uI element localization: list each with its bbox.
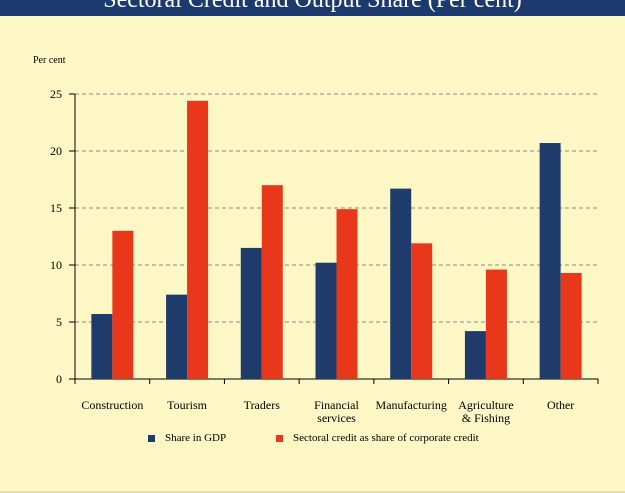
legend-label-sectoral-credit: Sectoral credit as share of corporate cr… bbox=[293, 432, 479, 444]
x-tick-label-3: Financial bbox=[314, 398, 359, 412]
y-axis-unit-label: Per cent bbox=[33, 55, 66, 66]
bar-sectoral-credit-4 bbox=[411, 243, 433, 379]
bar-sectoral-credit-3 bbox=[336, 209, 358, 379]
bar-share-in-gdp-2 bbox=[240, 247, 262, 379]
x-tick-label-5: Agriculture bbox=[458, 398, 513, 412]
x-tick-label-1: Tourism bbox=[167, 398, 207, 412]
bar-sectoral-credit-5 bbox=[485, 269, 507, 379]
bar-share-in-gdp-3 bbox=[315, 262, 337, 379]
bar-sectoral-credit-6 bbox=[560, 272, 582, 379]
title-bar: Sectoral Credit and Output Share (Per ce… bbox=[0, 0, 625, 16]
bar-chart: 0 5 10 15 20 25 Construction Tourism Traders Fina… bbox=[50, 87, 599, 425]
legend-item-share-in-gdp: Share in GDP bbox=[148, 432, 226, 444]
page-title: Sectoral Credit and Output Share (Per ce… bbox=[103, 0, 522, 13]
x-tick-label-2: Traders bbox=[244, 398, 281, 412]
y-tick-label-15: 15 bbox=[50, 201, 62, 215]
y-tick-label-0: 0 bbox=[56, 372, 62, 386]
legend-swatch-share-in-gdp bbox=[148, 434, 155, 442]
bar-sectoral-credit-1 bbox=[187, 100, 209, 379]
y-tick-label-25: 25 bbox=[50, 87, 62, 101]
x-tick-label-4: Manufacturing bbox=[376, 398, 447, 412]
legend-label-share-in-gdp: Share in GDP bbox=[165, 432, 227, 444]
x-tick-label-3-line-1: services bbox=[317, 411, 356, 425]
x-tick-label-6: Other bbox=[547, 398, 574, 412]
y-tick-label-20: 20 bbox=[50, 144, 62, 158]
bar-share-in-gdp-6 bbox=[539, 143, 561, 379]
bar-sectoral-credit-2 bbox=[261, 185, 283, 379]
bar-share-in-gdp-5 bbox=[464, 331, 486, 379]
x-tick-label-5-line-1: & Fishing bbox=[462, 411, 510, 425]
y-tick-label-5: 5 bbox=[56, 315, 62, 329]
bottom-divider bbox=[0, 491, 625, 493]
legend-item-sectoral-credit: Sectoral credit as share of corporate cr… bbox=[276, 432, 479, 444]
y-tick-label-10: 10 bbox=[50, 258, 62, 272]
bar-share-in-gdp-4 bbox=[390, 188, 412, 379]
x-tick-label-0: Construction bbox=[81, 398, 143, 412]
bar-share-in-gdp-1 bbox=[166, 294, 188, 379]
bar-share-in-gdp-0 bbox=[91, 314, 113, 379]
bar-sectoral-credit-0 bbox=[112, 230, 134, 379]
legend: Share in GDP Sectoral credit as share of… bbox=[0, 432, 625, 448]
legend-swatch-sectoral-credit bbox=[276, 434, 283, 442]
